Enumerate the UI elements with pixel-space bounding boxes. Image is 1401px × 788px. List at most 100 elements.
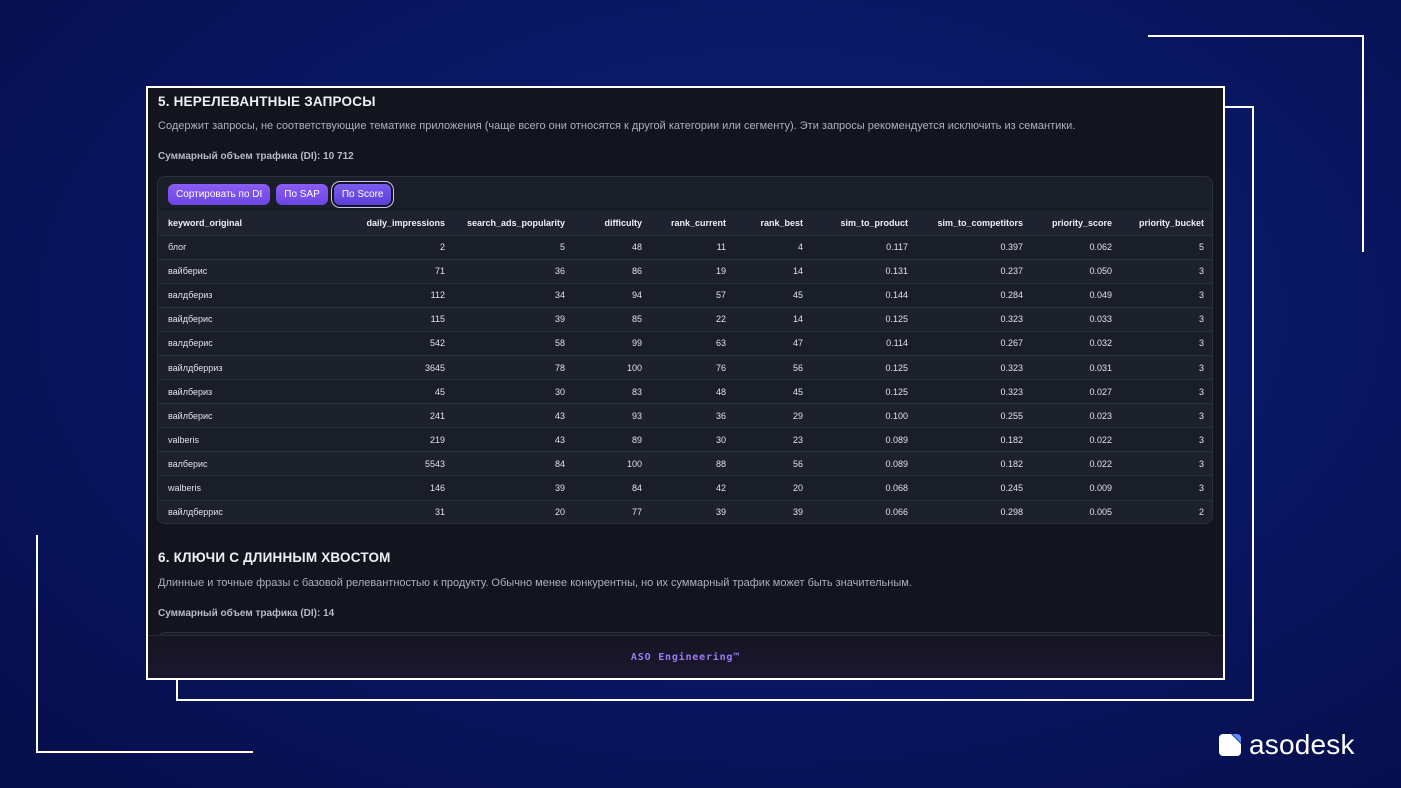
table-cell-daily-impressions: 542 <box>358 330 453 356</box>
table-cell-search-ads-popularity: 43 <box>453 427 573 452</box>
table-cell-keyword-original: валберис <box>158 451 358 476</box>
table-cell-difficulty: 94 <box>573 282 650 308</box>
table-cell-difficulty: 84 <box>573 475 650 501</box>
table-cell-rank-current: 36 <box>650 403 734 428</box>
decor-frame-top-right <box>1148 35 1364 252</box>
table-cell-priority-score: 0.022 <box>1031 427 1120 452</box>
table-cell-rank-current: 22 <box>650 306 734 332</box>
table-cell-sim-to-competitors: 0.397 <box>916 234 1031 260</box>
table-cell-difficulty: 99 <box>573 330 650 356</box>
table-cell-keyword-original: вайлберис <box>158 403 358 428</box>
section-6-total: Суммарный объем трафика (DI): 14 <box>158 608 335 619</box>
column-header-search-ads-popularity[interactable]: search_ads_popularity <box>453 211 573 235</box>
table-cell-priority-score: 0.022 <box>1031 451 1120 476</box>
sort-button-group: Сортировать по DI По SAP По Score <box>168 184 392 205</box>
table-cell-sim-to-competitors: 0.237 <box>916 258 1031 284</box>
column-header-priority-score[interactable]: priority_score <box>1031 211 1120 235</box>
table-cell-priority-bucket: 2 <box>1120 499 1212 523</box>
asodesk-logo-icon <box>1219 734 1241 756</box>
table-cell-keyword-original: вайлбериз <box>158 379 358 404</box>
table-cell-sim-to-product: 0.068 <box>811 475 916 501</box>
footer-text: ASO Engineering™ <box>630 651 741 663</box>
column-header-priority-bucket[interactable]: priority_bucket <box>1120 211 1212 235</box>
table-cell-sim-to-product: 0.089 <box>811 451 916 476</box>
table-cell-sim-to-product: 0.089 <box>811 427 916 452</box>
table-cell-difficulty: 100 <box>573 354 650 380</box>
table-cell-sim-to-product: 0.125 <box>811 354 916 380</box>
table-cell-priority-bucket: 3 <box>1120 282 1212 308</box>
table-row: вайлберис 241 43 93 36 29 0.100 0.255 0.023 3 <box>158 403 1212 428</box>
table-cell-rank-current: 76 <box>650 354 734 380</box>
table-cell-difficulty: 48 <box>573 234 650 260</box>
table-cell-priority-bucket: 3 <box>1120 427 1212 452</box>
table-cell-difficulty: 77 <box>573 499 650 523</box>
table-cell-search-ads-popularity: 43 <box>453 403 573 428</box>
column-header-difficulty[interactable]: difficulty <box>573 211 650 235</box>
table-cell-priority-bucket: 3 <box>1120 306 1212 332</box>
sort-by-sap-button[interactable]: По SAP <box>276 184 328 205</box>
table-cell-sim-to-product: 0.117 <box>811 234 916 260</box>
decor-frame-bottom-left <box>36 535 253 753</box>
table-row: блог 2 5 48 11 4 0.117 0.397 0.062 5 <box>158 234 1212 260</box>
table-cell-search-ads-popularity: 39 <box>453 306 573 332</box>
table-cell-sim-to-competitors: 0.323 <box>916 379 1031 404</box>
table-cell-sim-to-product: 0.131 <box>811 258 916 284</box>
sort-by-score-button[interactable]: По Score <box>333 184 392 205</box>
table-cell-sim-to-product: 0.125 <box>811 379 916 404</box>
irrelevant-keywords-table: keyword_original daily_impressions search_… <box>158 211 1212 523</box>
report-content[interactable]: 5. НЕРЕЛЕВАНТНЫЕ ЗАПРОСЫ Содержит запрос… <box>148 88 1223 635</box>
table-cell-keyword-original: valberis <box>158 427 358 452</box>
table-cell-priority-score: 0.031 <box>1031 354 1120 380</box>
table-cell-rank-best: 45 <box>734 282 811 308</box>
table-cell-sim-to-product: 0.144 <box>811 282 916 308</box>
table-cell-sim-to-product: 0.066 <box>811 499 916 523</box>
table-cell-rank-best: 14 <box>734 306 811 332</box>
column-header-rank-best[interactable]: rank_best <box>734 211 811 235</box>
section-5-description: Содержит запросы, не соответствующие тем… <box>158 120 1076 132</box>
table-cell-rank-best: 45 <box>734 379 811 404</box>
column-header-daily-impressions[interactable]: daily_impressions <box>358 211 453 235</box>
table-cell-daily-impressions: 31 <box>358 499 453 523</box>
asodesk-logo: asodesk <box>1219 731 1355 759</box>
table-cell-rank-best: 39 <box>734 499 811 523</box>
table-cell-difficulty: 86 <box>573 258 650 284</box>
table-cell-daily-impressions: 5543 <box>358 451 453 476</box>
table-cell-difficulty: 85 <box>573 306 650 332</box>
table-cell-search-ads-popularity: 58 <box>453 330 573 356</box>
table-cell-rank-best: 47 <box>734 330 811 356</box>
table-cell-rank-current: 19 <box>650 258 734 284</box>
column-header-sim-to-product[interactable]: sim_to_product <box>811 211 916 235</box>
table-cell-daily-impressions: 146 <box>358 475 453 501</box>
table-cell-sim-to-competitors: 0.323 <box>916 306 1031 332</box>
table-cell-priority-bucket: 3 <box>1120 354 1212 380</box>
table-cell-priority-score: 0.033 <box>1031 306 1120 332</box>
table-cell-rank-current: 30 <box>650 427 734 452</box>
table-cell-priority-score: 0.005 <box>1031 499 1120 523</box>
table-cell-search-ads-popularity: 36 <box>453 258 573 284</box>
column-header-rank-current[interactable]: rank_current <box>650 211 734 235</box>
table-cell-rank-current: 39 <box>650 499 734 523</box>
table-cell-keyword-original: валдбериз <box>158 282 358 308</box>
table-cell-rank-best: 23 <box>734 427 811 452</box>
table-cell-sim-to-competitors: 0.255 <box>916 403 1031 428</box>
column-header-sim-to-competitors[interactable]: sim_to_competitors <box>916 211 1031 235</box>
table-cell-search-ads-popularity: 39 <box>453 475 573 501</box>
table-row: вайберис 71 36 86 19 14 0.131 0.237 0.050 3 <box>158 258 1212 284</box>
table-cell-rank-best: 20 <box>734 475 811 501</box>
table-cell-rank-best: 29 <box>734 403 811 428</box>
table-cell-difficulty: 83 <box>573 379 650 404</box>
table-cell-priority-bucket: 3 <box>1120 379 1212 404</box>
table-cell-rank-best: 4 <box>734 234 811 260</box>
table-cell-rank-current: 48 <box>650 379 734 404</box>
table-cell-daily-impressions: 219 <box>358 427 453 452</box>
table-cell-priority-bucket: 3 <box>1120 451 1212 476</box>
table-cell-search-ads-popularity: 20 <box>453 499 573 523</box>
sort-by-di-button[interactable]: Сортировать по DI <box>168 184 271 205</box>
column-header-keyword-original[interactable]: keyword_original <box>158 211 358 235</box>
table-cell-sim-to-competitors: 0.182 <box>916 427 1031 452</box>
irrelevant-keywords-card: Сортировать по DI По SAP По Score keywor… <box>157 176 1213 524</box>
table-cell-daily-impressions: 3645 <box>358 354 453 380</box>
table-cell-daily-impressions: 115 <box>358 306 453 332</box>
table-cell-rank-best: 56 <box>734 451 811 476</box>
table-cell-priority-bucket: 5 <box>1120 234 1212 260</box>
